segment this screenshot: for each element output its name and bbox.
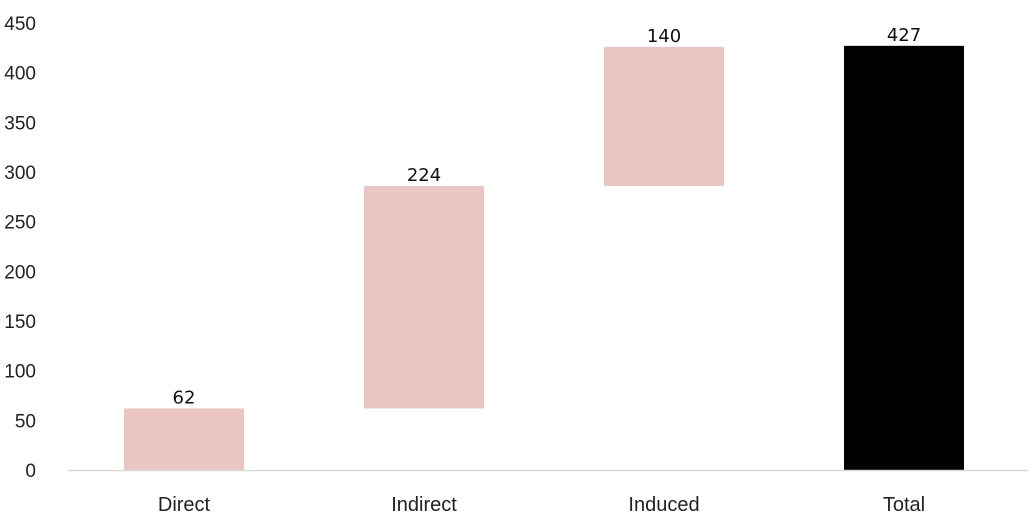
- data-label-direct: 62: [173, 387, 196, 408]
- x-tick-label-total: Total: [883, 494, 925, 515]
- data-label-indirect: 224: [407, 165, 441, 186]
- y-tick-label: 450: [4, 14, 36, 35]
- x-tick-label-induced: Induced: [628, 494, 699, 515]
- y-tick-label: 300: [4, 163, 36, 184]
- y-tick-label: 400: [4, 64, 36, 85]
- data-label-total: 427: [887, 25, 921, 46]
- bar-total: [844, 45, 964, 470]
- y-tick-label: 150: [4, 312, 36, 333]
- bar-induced: [604, 46, 724, 186]
- bar-indirect: [364, 185, 484, 409]
- bars-group: [124, 45, 964, 470]
- bar-direct: [124, 408, 244, 470]
- y-tick-label: 350: [4, 113, 36, 134]
- data-labels-group: 62 224 140 427: [173, 25, 922, 409]
- y-tick-label: 200: [4, 262, 36, 283]
- y-tick-label: 50: [15, 411, 36, 432]
- y-tick-label: 250: [4, 213, 36, 234]
- y-tick-label: 100: [4, 362, 36, 383]
- x-tick-label-direct: Direct: [158, 494, 211, 515]
- x-tick-label-indirect: Indirect: [391, 494, 457, 515]
- data-label-induced: 140: [647, 26, 681, 47]
- x-axis: Direct Indirect Induced Total: [68, 469, 1028, 515]
- y-tick-label: 0: [25, 461, 36, 482]
- y-axis: 0 50 100 150 200 250 300 350 400 450: [4, 14, 36, 482]
